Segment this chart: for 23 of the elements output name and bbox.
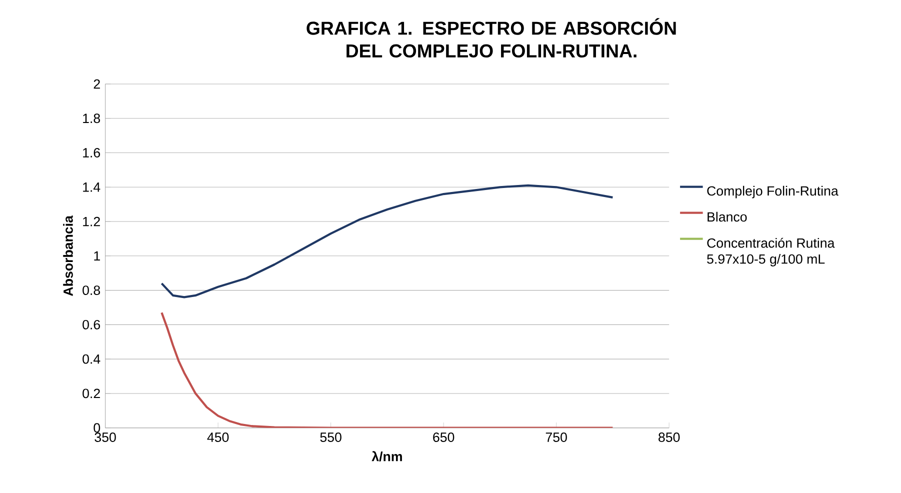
x-tick-label: 750 <box>546 432 567 442</box>
chart-title: GRAFICA 1. ESPECTRO DE ABSORCIÓN DEL COMPLEJO FOLIN-RUTINA. <box>306 18 676 58</box>
y-tick-label: 0 <box>94 423 100 432</box>
y-tick-label: 1.6 <box>83 148 100 158</box>
x-tick-label: 550 <box>320 432 342 442</box>
legend-label: Blanco <box>708 212 747 222</box>
x-tick-label: 450 <box>207 432 229 442</box>
y-tick-label: 1 <box>94 251 100 260</box>
x-tick-label: 350 <box>94 432 116 442</box>
x-tick-label: 650 <box>433 432 454 442</box>
legend-label: Concentración Rutina 5.97x10-5 g/100 mL <box>707 238 835 266</box>
y-tick-label: 1.4 <box>83 182 100 192</box>
y-axis-title: Absorbancia <box>63 215 73 296</box>
y-tick-label: 0.8 <box>82 286 100 295</box>
y-tick-label: 0.6 <box>82 320 100 330</box>
y-tick-label: 0.2 <box>82 388 100 398</box>
x-tick-label: 850 <box>658 432 680 442</box>
y-tick-label: 1.8 <box>83 114 100 123</box>
y-tick-label: 1.2 <box>83 216 100 226</box>
y-tick-label: 2 <box>94 79 100 89</box>
y-tick-label: 0.4 <box>82 354 100 364</box>
x-axis-title: λ/nm <box>372 451 402 462</box>
legend-label: Complejo Folin-Rutina <box>707 186 838 198</box>
